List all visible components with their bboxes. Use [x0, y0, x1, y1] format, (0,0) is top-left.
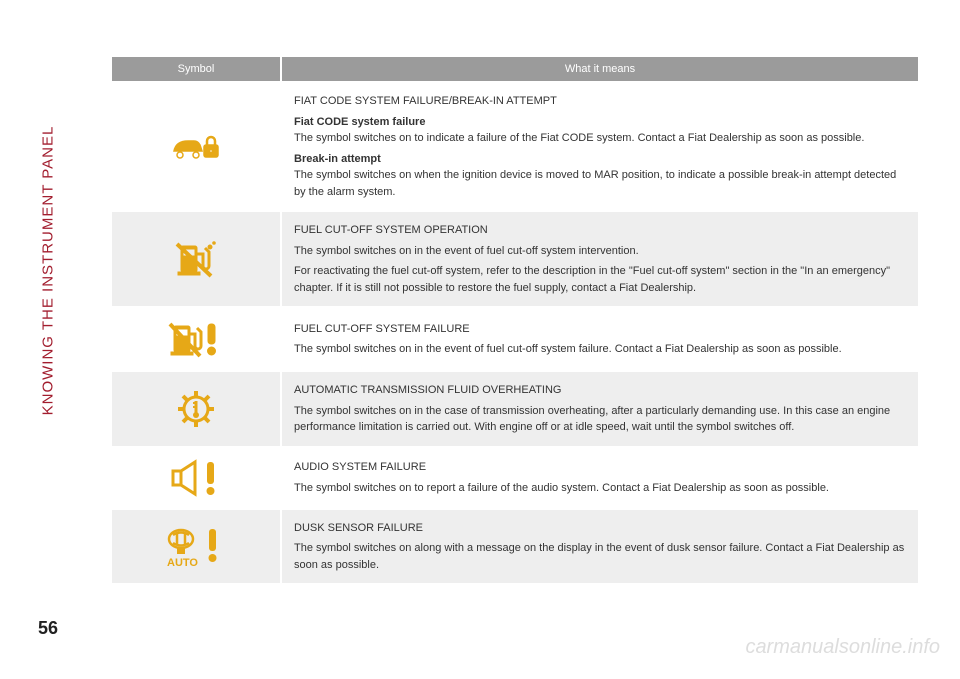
table-row: AUTO DUSK SENSOR FAILURE The symbol swit…: [111, 509, 919, 585]
symbol-cell: [111, 371, 281, 447]
table-row: AUDIO SYSTEM FAILURE The symbol switches…: [111, 447, 919, 509]
watermark: carmanualsonline.info: [745, 636, 940, 659]
row-title: DUSK SENSOR FAILURE: [294, 520, 906, 537]
section-label-text: KNOWING THE INSTRUMENT PANEL: [40, 125, 57, 415]
header-meaning: What it means: [281, 56, 919, 82]
meaning-cell: AUTOMATIC TRANSMISSION FLUID OVERHEATING…: [281, 371, 919, 447]
table-row: FUEL CUT-OFF SYSTEM OPERATION The symbol…: [111, 211, 919, 307]
section-label: KNOWING THE INSTRUMENT PANEL: [38, 60, 58, 480]
row-title: FUEL CUT-OFF SYSTEM FAILURE: [294, 321, 906, 338]
row-body: The symbol switches on when the ignition…: [294, 167, 906, 200]
symbols-table: Symbol What it means FIAT: [110, 55, 920, 585]
svg-text:AUTO: AUTO: [167, 557, 198, 569]
symbol-cell: [111, 307, 281, 371]
table-row: FUEL CUT-OFF SYSTEM FAILURE The symbol s…: [111, 307, 919, 371]
row-body: The symbol switches on to indicate a fai…: [294, 130, 906, 147]
row-title: FIAT CODE SYSTEM FAILURE/BREAK-IN ATTEMP…: [294, 93, 906, 110]
symbol-cell: [111, 82, 281, 211]
row-title: AUDIO SYSTEM FAILURE: [294, 459, 906, 476]
meaning-cell: FUEL CUT-OFF SYSTEM FAILURE The symbol s…: [281, 307, 919, 371]
meaning-cell: FIAT CODE SYSTEM FAILURE/BREAK-IN ATTEMP…: [281, 82, 919, 211]
row-subtitle: Fiat CODE system failure: [294, 114, 906, 131]
meaning-cell: DUSK SENSOR FAILURE The symbol switches …: [281, 509, 919, 585]
row-body: The symbol switches on in the event of f…: [294, 341, 906, 358]
row-title: AUTOMATIC TRANSMISSION FLUID OVERHEATING: [294, 382, 906, 399]
row-body: The symbol switches on in the case of tr…: [294, 403, 906, 436]
row-body: For reactivating the fuel cut-off system…: [294, 263, 906, 296]
row-subtitle: Break-in attempt: [294, 151, 906, 168]
table-row: AUTOMATIC TRANSMISSION FLUID OVERHEATING…: [111, 371, 919, 447]
fuel-cutoff-fail-icon: [168, 318, 224, 360]
fuel-cutoff-icon: [173, 238, 219, 280]
dusk-sensor-fail-icon: AUTO: [161, 523, 231, 569]
symbol-cell: AUTO: [111, 509, 281, 585]
speaker-fail-icon: [169, 458, 223, 498]
row-title: FUEL CUT-OFF SYSTEM OPERATION: [294, 222, 906, 239]
header-symbol: Symbol: [111, 56, 281, 82]
table-header-row: Symbol What it means: [111, 56, 919, 82]
car-key-lock-icon: [166, 127, 226, 167]
meaning-cell: FUEL CUT-OFF SYSTEM OPERATION The symbol…: [281, 211, 919, 307]
gear-temp-icon: [174, 387, 218, 431]
row-body: The symbol switches on to report a failu…: [294, 480, 906, 497]
page-number: 56: [38, 618, 58, 639]
row-body: The symbol switches on along with a mess…: [294, 540, 906, 573]
row-body: The symbol switches on in the event of f…: [294, 243, 906, 260]
meaning-cell: AUDIO SYSTEM FAILURE The symbol switches…: [281, 447, 919, 509]
table-row: FIAT CODE SYSTEM FAILURE/BREAK-IN ATTEMP…: [111, 82, 919, 211]
symbol-cell: [111, 211, 281, 307]
symbol-cell: [111, 447, 281, 509]
